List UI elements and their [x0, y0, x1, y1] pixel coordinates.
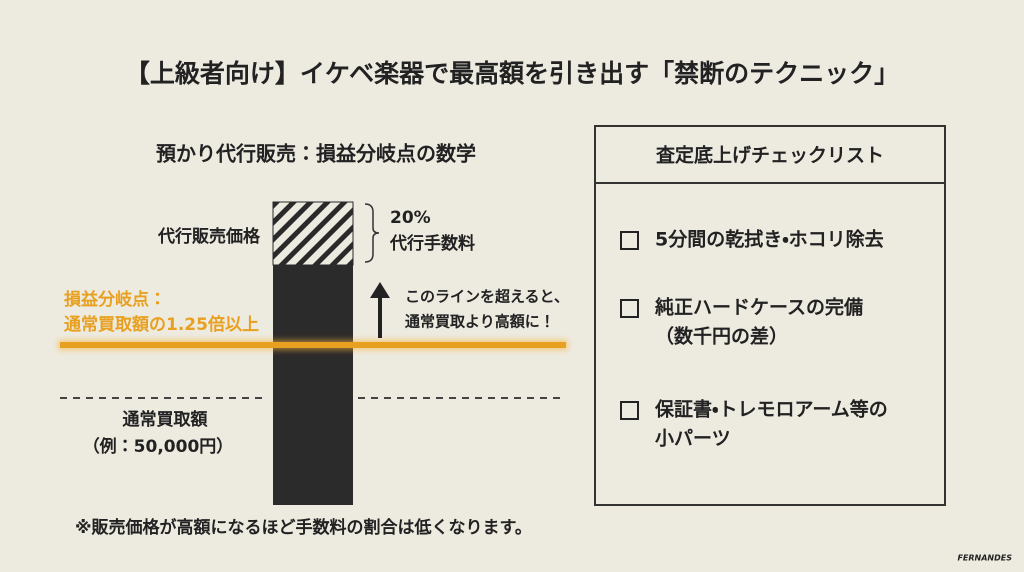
title: 【上級者向け】イケベ楽器で最高額を引き出す「禁断のテクニック」	[125, 59, 899, 88]
normal-label: （例：50,000円）	[83, 436, 234, 457]
footnote: ※販売価格が高額になるほど手数料の割合は低くなります。	[75, 517, 532, 538]
normal-label: 通常買取額	[123, 409, 209, 430]
checklist-item: （数千円の差）	[655, 325, 788, 348]
checklist-item: 純正ハードケースの完備	[654, 296, 863, 319]
checklist-item: 5分間の乾拭き・ホコリ除去	[655, 228, 884, 251]
checkbox	[620, 401, 639, 420]
checkbox	[620, 231, 639, 250]
price-label: 代行販売価格	[157, 226, 261, 247]
fee-segment	[272, 201, 354, 266]
fee-percent: 20%	[390, 208, 431, 228]
breakeven-label: 損益分岐点：	[64, 289, 166, 310]
fee-label: 代行手数料	[389, 233, 475, 254]
checklist-box	[594, 125, 946, 506]
checklist-heading: 査定底上げチェックリスト	[655, 144, 884, 167]
checklist-item: 保証書・トレモロアーム等の	[654, 398, 888, 421]
breakeven-label: 通常買取額の1.25倍以上	[64, 314, 259, 335]
arrow-note: 通常買取より高額に！	[405, 313, 555, 331]
left-heading: 預かり代行販売：損益分岐点の数学	[156, 142, 476, 166]
brace	[364, 203, 380, 263]
price-bar	[273, 265, 353, 505]
checkbox	[620, 299, 639, 318]
arrow-note: このラインを超えると、	[405, 288, 569, 306]
checklist-item: 小パーツ	[655, 428, 731, 450]
logo: FERNANDES	[957, 554, 1012, 563]
arrow-head	[370, 282, 390, 298]
